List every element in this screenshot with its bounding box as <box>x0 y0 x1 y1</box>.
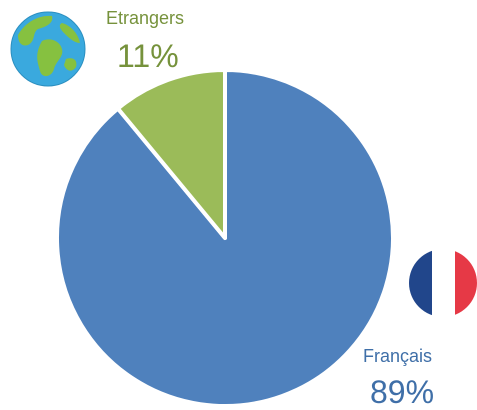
france-flag-icon <box>409 249 477 317</box>
globe-icon <box>10 11 86 87</box>
slice-label-etrangers: Etrangers <box>106 8 185 28</box>
pie-slice-etrangers <box>115 68 227 240</box>
slice-value-francais: 89% <box>370 374 435 410</box>
slice-value-etrangers: 11% <box>117 38 179 74</box>
pie-slices <box>55 68 395 408</box>
slice-label-francais: Français <box>363 346 433 366</box>
